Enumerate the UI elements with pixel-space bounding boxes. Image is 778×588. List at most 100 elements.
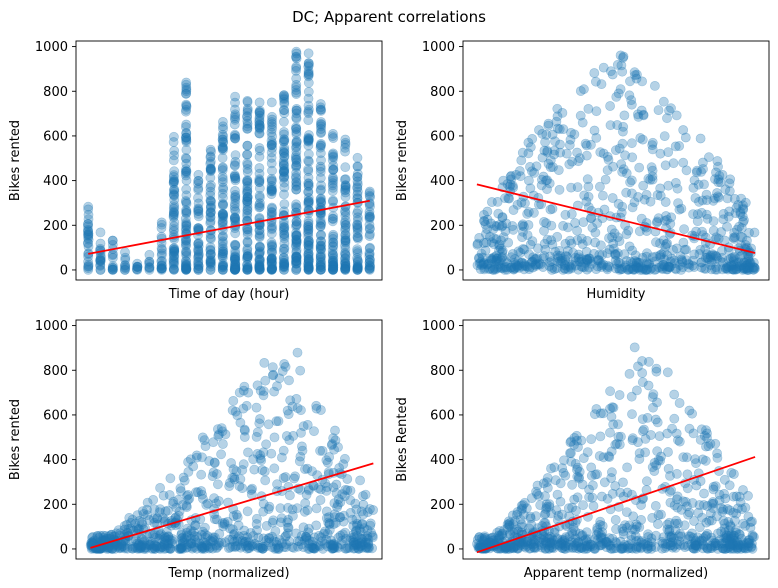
scatter-point bbox=[224, 477, 235, 488]
scatter-point bbox=[724, 541, 735, 552]
scatter-point bbox=[83, 256, 93, 267]
scatter-point bbox=[555, 147, 566, 158]
scatter-point bbox=[217, 209, 228, 219]
scatter-point bbox=[607, 69, 618, 80]
scatter-point bbox=[193, 238, 204, 249]
scatter-point bbox=[701, 441, 711, 452]
scatter-point bbox=[589, 544, 600, 554]
scatter-point bbox=[120, 252, 131, 263]
scatter-point bbox=[247, 540, 257, 550]
scatter-point bbox=[491, 255, 502, 266]
scatter-point bbox=[333, 494, 344, 504]
scatter-point bbox=[281, 539, 291, 550]
scatter-point bbox=[689, 249, 700, 260]
scatter-point bbox=[337, 489, 348, 499]
scatter-point bbox=[218, 142, 228, 153]
scatter-point bbox=[242, 192, 253, 202]
scatter-point bbox=[132, 523, 142, 534]
scatter-point bbox=[627, 433, 638, 444]
scatter-point bbox=[340, 180, 351, 190]
scatter-point bbox=[599, 477, 610, 488]
scatter-point bbox=[727, 540, 738, 550]
scatter-point bbox=[137, 534, 147, 545]
scatter-point bbox=[658, 96, 669, 107]
scatter-point bbox=[327, 155, 338, 165]
scatter-point bbox=[83, 229, 93, 240]
scatter-point bbox=[529, 207, 539, 218]
scatter-point bbox=[205, 180, 216, 191]
scatter-point bbox=[472, 239, 483, 250]
scatter-point bbox=[155, 504, 166, 515]
scatter-point bbox=[745, 257, 756, 268]
scatter-point bbox=[739, 215, 749, 226]
scatter-point bbox=[282, 517, 293, 528]
scatter-point bbox=[352, 261, 363, 272]
scatter-point bbox=[254, 231, 265, 241]
scatter-point bbox=[584, 253, 594, 264]
scatter-point bbox=[272, 544, 283, 554]
scatter-point bbox=[168, 170, 179, 180]
scatter-point bbox=[594, 249, 605, 260]
scatter-point bbox=[303, 254, 314, 264]
scatter-point bbox=[749, 227, 760, 238]
scatter-point bbox=[291, 258, 302, 269]
scatter-point bbox=[555, 540, 565, 551]
scatter-point bbox=[168, 209, 179, 220]
scatter-point bbox=[205, 164, 216, 174]
scatter-point bbox=[686, 539, 697, 550]
scatter-point bbox=[589, 248, 599, 259]
scatter-point bbox=[281, 431, 292, 441]
scatter-point bbox=[324, 518, 335, 529]
scatter-point bbox=[744, 256, 755, 267]
scatter-point bbox=[291, 66, 301, 76]
scatter-point bbox=[278, 253, 289, 263]
scatter-point bbox=[637, 368, 648, 378]
scatter-point bbox=[519, 244, 530, 255]
scatter-point bbox=[669, 258, 680, 268]
scatter-point bbox=[488, 264, 499, 275]
scatter-point bbox=[714, 170, 725, 181]
scatter-point bbox=[327, 543, 338, 554]
scatter-point bbox=[242, 264, 252, 275]
scatter-point bbox=[575, 110, 586, 121]
scatter-point bbox=[144, 540, 154, 550]
scatter-point bbox=[181, 132, 192, 143]
scatter-point bbox=[328, 264, 338, 275]
scatter-point bbox=[522, 536, 533, 547]
scatter-point bbox=[531, 542, 541, 553]
scatter-point bbox=[621, 260, 631, 271]
scatter-point bbox=[229, 201, 240, 212]
scatter-point bbox=[303, 250, 314, 261]
scatter-point bbox=[160, 506, 171, 517]
scatter-point bbox=[618, 526, 629, 537]
scatter-point bbox=[571, 505, 581, 516]
scatter-point bbox=[242, 211, 253, 222]
scatter-point bbox=[95, 264, 106, 275]
scatter-point bbox=[316, 536, 327, 547]
scatter-point bbox=[479, 264, 490, 275]
scatter-point bbox=[723, 254, 734, 265]
scatter-point bbox=[205, 250, 216, 260]
scatter-point bbox=[706, 257, 717, 267]
scatter-point bbox=[356, 519, 367, 530]
scatter-point bbox=[696, 207, 707, 218]
scatter-point bbox=[365, 520, 376, 531]
scatter-point bbox=[181, 219, 192, 230]
scatter-point bbox=[520, 537, 531, 548]
scatter-point bbox=[328, 151, 339, 162]
scatter-point bbox=[191, 452, 202, 463]
scatter-point bbox=[563, 222, 573, 233]
scatter-point bbox=[566, 262, 576, 273]
scatter-point bbox=[543, 158, 554, 169]
scatter-point bbox=[266, 264, 277, 275]
scatter-point bbox=[315, 196, 326, 207]
scatter-point bbox=[497, 530, 508, 541]
scatter-point bbox=[303, 248, 314, 259]
scatter-point bbox=[580, 534, 591, 545]
scatter-point bbox=[218, 209, 229, 220]
scatter-point bbox=[633, 361, 643, 372]
scatter-point bbox=[113, 525, 124, 535]
scatter-point bbox=[346, 533, 356, 543]
scatter-point bbox=[677, 257, 688, 268]
